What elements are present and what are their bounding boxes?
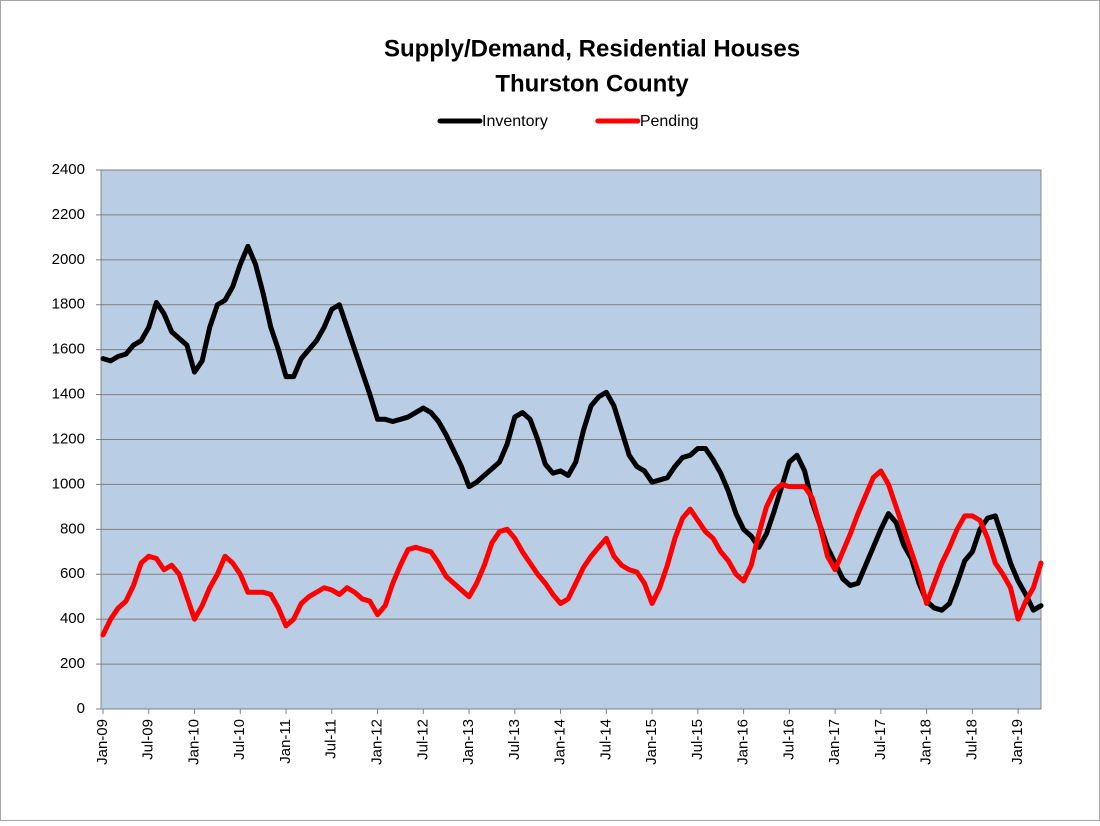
x-tick-label: Jan-16: [735, 719, 752, 765]
x-tick-label: Jan-18: [918, 719, 935, 765]
y-tick-label: 400: [60, 610, 85, 627]
y-tick-label: 1400: [52, 386, 85, 403]
y-tick-label: 1200: [52, 430, 85, 447]
x-tick-label: Jul-16: [780, 719, 797, 760]
x-tick-label: Jan-13: [460, 719, 477, 765]
y-tick-label: 1800: [52, 296, 85, 313]
line-series: [100, 468, 1044, 638]
chart-title: Thurston County: [495, 70, 689, 97]
x-tick-label: Jul-12: [414, 719, 431, 760]
x-tick-label: Jan-09: [94, 719, 111, 765]
line-series: [100, 243, 1044, 613]
y-tick-label: 2000: [52, 251, 85, 268]
y-tick-label: 2400: [52, 161, 85, 178]
y-tick-label: 2200: [52, 206, 85, 223]
x-tick-label: Jan-12: [369, 719, 386, 765]
x-tick-label: Jan-10: [185, 719, 202, 765]
x-tick-label: Jan-15: [643, 719, 660, 765]
x-tick-label: Jan-14: [552, 719, 569, 765]
legend-label: Inventory: [482, 113, 548, 130]
y-tick-label: 0: [77, 700, 85, 717]
x-tick-label: Jul-18: [963, 719, 980, 760]
x-tick-label: Jan-11: [277, 719, 294, 764]
legend-label: Pending: [640, 113, 699, 130]
x-tick-label: Jul-09: [140, 719, 157, 760]
x-tick-label: Jul-17: [872, 719, 889, 760]
y-tick-label: 200: [60, 655, 85, 672]
y-tick-label: 600: [60, 565, 85, 582]
x-tick-label: Jan-19: [1009, 719, 1026, 765]
chart-title: Supply/Demand, Residential Houses: [384, 35, 800, 62]
y-tick-label: 800: [60, 520, 85, 537]
x-tick-label: Jul-13: [506, 719, 523, 760]
x-tick-label: Jul-11: [323, 719, 340, 759]
x-tick-label: Jul-15: [689, 719, 706, 760]
x-tick-label: Jan-17: [826, 719, 843, 765]
y-tick-label: 1600: [52, 341, 85, 358]
x-tick-label: Jul-10: [231, 719, 248, 760]
y-tick-label: 1000: [52, 475, 85, 492]
x-tick-label: Jul-14: [597, 719, 614, 760]
